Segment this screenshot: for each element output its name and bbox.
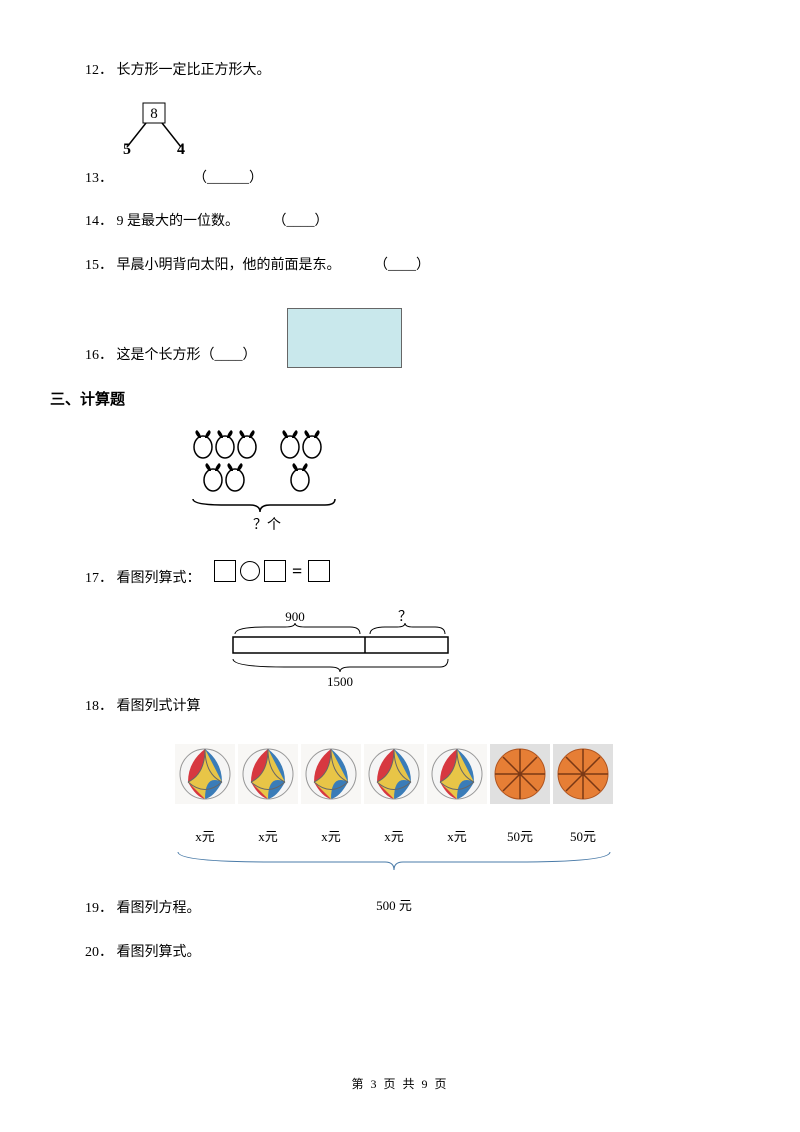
q17-brace-label: ？个 bbox=[253, 517, 281, 533]
basketball bbox=[553, 744, 613, 804]
tape-diagram-svg: 900 ？ 1500 bbox=[225, 609, 455, 689]
q13-blank: （______） bbox=[193, 166, 263, 191]
question-17: 17． 看图列算式： = bbox=[85, 555, 715, 591]
volleyball bbox=[301, 744, 361, 804]
peaches-svg: ？个 bbox=[185, 427, 355, 542]
q20-text: 看图列算式。 bbox=[117, 945, 201, 960]
q18-left-val: 900 bbox=[285, 609, 305, 624]
q19-num: 19． bbox=[85, 901, 113, 916]
q15-num: 15． bbox=[85, 258, 113, 273]
q13-left: 5 bbox=[123, 141, 131, 156]
q14-num: 14． bbox=[85, 214, 113, 229]
price-x: x元 bbox=[427, 826, 487, 845]
operand-box bbox=[214, 560, 236, 582]
q18-figure: 900 ？ 1500 bbox=[225, 609, 715, 694]
q15-text: 早晨小明背向太阳，他的前面是东。 bbox=[117, 258, 341, 273]
price-x: x元 bbox=[364, 826, 424, 845]
question-12: 12． 长方形一定比正方形大。 bbox=[85, 58, 715, 83]
basketball bbox=[490, 744, 550, 804]
question-16: 16． 这是个长方形（____） bbox=[85, 308, 715, 366]
result-box bbox=[308, 560, 330, 582]
q13-right: 4 bbox=[177, 141, 185, 156]
volleyball bbox=[427, 744, 487, 804]
section-3-title: 三、计算题 bbox=[50, 388, 715, 409]
q18-text: 看图列式计算 bbox=[117, 699, 201, 714]
page-footer: 第 3 页 共 9 页 bbox=[0, 1075, 800, 1092]
q15-blank: （____） bbox=[374, 258, 430, 273]
q12-num: 12． bbox=[85, 63, 113, 78]
q13-num: 13． bbox=[85, 166, 113, 191]
q14-text: 9 是最大的一位数。 bbox=[117, 214, 240, 229]
balls-row bbox=[175, 744, 715, 804]
q13-top: 8 bbox=[150, 106, 158, 122]
volleyball bbox=[175, 744, 235, 804]
question-20: 20． 看图列算式。 bbox=[85, 940, 715, 965]
price-50: 50元 bbox=[553, 826, 613, 845]
q17-num: 17． bbox=[85, 571, 113, 586]
total-brace bbox=[175, 850, 715, 880]
question-15: 15． 早晨小明背向太阳，他的前面是东。 （____） bbox=[85, 253, 715, 278]
q20-num: 20． bbox=[85, 945, 113, 960]
q18-right-val: ？ bbox=[398, 610, 412, 625]
q13-diagram: 8 5 4 bbox=[115, 101, 715, 161]
price-labels: x元 x元 x元 x元 x元 50元 50元 bbox=[175, 826, 715, 845]
blue-rectangle bbox=[287, 308, 402, 368]
price-x: x元 bbox=[175, 826, 235, 845]
equals-sign: = bbox=[292, 555, 302, 587]
question-18: 18． 看图列式计算 bbox=[85, 694, 715, 719]
q16-text: 这是个长方形（____） bbox=[117, 348, 257, 363]
price-50: 50元 bbox=[490, 826, 550, 845]
volleyball bbox=[364, 744, 424, 804]
question-14: 14． 9 是最大的一位数。 （____） bbox=[85, 209, 715, 234]
q19-text: 看图列方程。 bbox=[117, 901, 201, 916]
q18-bottom-val: 1500 bbox=[327, 674, 353, 689]
number-bond-svg: 8 5 4 bbox=[115, 101, 195, 156]
operand-box bbox=[264, 560, 286, 582]
price-x: x元 bbox=[301, 826, 361, 845]
q17-text: 看图列算式： bbox=[117, 571, 201, 586]
q18-num: 18． bbox=[85, 699, 113, 714]
q16-num: 16． bbox=[85, 348, 113, 363]
q17-figure: ？个 bbox=[185, 427, 715, 547]
q19-figure: x元 x元 x元 x元 x元 50元 50元 500 元 bbox=[175, 744, 715, 914]
question-13: 13． （______） bbox=[85, 166, 715, 191]
operator-circle bbox=[240, 561, 260, 581]
price-x: x元 bbox=[238, 826, 298, 845]
q12-text: 长方形一定比正方形大。 bbox=[117, 63, 271, 78]
volleyball bbox=[238, 744, 298, 804]
q14-blank: （____） bbox=[273, 214, 329, 229]
equation-template: = bbox=[214, 555, 330, 587]
